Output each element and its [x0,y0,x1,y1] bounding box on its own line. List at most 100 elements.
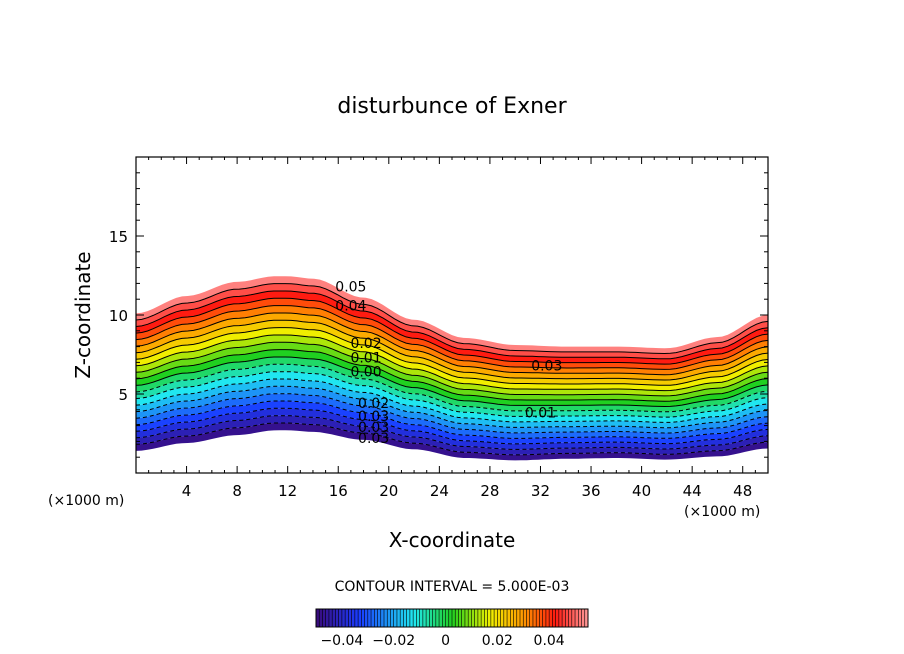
contour-band [136,423,768,461]
colorbar-cell [380,609,385,627]
x-tick-label: 40 [632,482,651,500]
contour-line [135,400,769,439]
colorbar-cell [565,609,569,627]
colorbar-cell [393,609,398,627]
colorbar-cell [429,609,433,627]
contour-band [136,335,768,396]
colorbar-cell [542,609,547,627]
x-tick-label: 16 [329,482,348,500]
contour-interval-text: CONTOUR INTERVAL = 5.000E-03 [335,579,570,595]
x-axis: 4 8 12 16 20 24 28 32 36 40 44 48 [148,157,756,500]
colorbar-cell [384,609,388,627]
colorbar-cell [419,609,424,627]
colorbar-cell [503,609,508,627]
colorbar-tick-label: 0 [441,633,450,649]
colorbar-cell [500,609,505,627]
contour-band [136,291,768,365]
colorbar-cell [461,609,466,627]
colorbar-tick-label: 0.04 [534,633,565,649]
colorbar-cell [338,609,343,627]
colorbar-cell [322,609,327,627]
colorbar-cell [452,609,456,627]
colorbar [315,608,589,628]
colorbar-cell [578,609,582,627]
contour-band [136,349,768,407]
colorbar-cell [474,609,479,627]
colorbar-cell [520,609,524,627]
contour-label-group: 0.050.040.020.010.00 0.030.010.020.030.03… [335,279,562,447]
colorbar-cell [523,609,527,627]
x-tick-label: 8 [232,482,242,500]
y-axis-label: Z-coordinate [71,251,95,378]
colorbar-cell [448,609,453,627]
colorbar-cell [571,609,576,627]
colorbar-cell [319,609,323,627]
contour-band [136,320,768,386]
colorbar-cell [358,609,362,627]
x-tick-label: 28 [480,482,499,500]
colorbar-cell [335,609,339,627]
colorbar-cell [507,609,511,627]
contour-line [135,356,769,408]
colorbar-cell [558,609,563,627]
x-tick-label: 12 [278,482,297,500]
colorbar-cell [484,609,488,627]
colorbar-cell [545,609,550,627]
colorbar-tick-labels: −0.04 −0.02 0 0.02 0.04 [320,633,564,649]
contour-line [135,371,769,418]
colorbar-cell [348,609,352,627]
colorbar-cell [387,609,391,627]
colorbar-tick-label: −0.02 [372,633,415,649]
contour-line [135,305,769,370]
colorbar-cell [552,609,556,627]
contour-label: 0.02 [350,336,381,352]
colorbar-cell [341,609,346,627]
contour-line [135,312,769,376]
colorbar-cell [471,609,475,627]
colorbar-cell [487,609,492,627]
colorbar-cell [345,609,349,627]
colorbar-cell [532,609,537,627]
chart-title: disturbunce of Exner [337,94,567,119]
contour-band [136,298,768,370]
contour-line [135,283,769,355]
colorbar-cell [403,609,407,627]
x-tick-label: 36 [581,482,600,500]
colorbar-cell [364,609,369,627]
contour-line-group [135,283,769,456]
colorbar-cell [374,609,378,627]
contour-line [135,363,769,413]
colorbar-cell [458,609,463,627]
colorbar-cell [422,609,427,627]
contour-label: 0.03 [531,358,562,374]
contour-label: 0.05 [335,279,366,295]
x-tick-label: 20 [379,482,398,500]
contour-label: 0.02 [358,396,389,412]
contour-label: 0.04 [335,298,366,314]
colorbar-cell [371,609,375,627]
contour-label: 0.01 [525,406,556,422]
colorbar-cell [354,609,359,627]
colorbar-cell [477,609,482,627]
contour-label: 0.03 [358,409,389,425]
contour-line [135,349,769,402]
colorbar-cell [549,609,553,627]
contour-line [135,407,769,445]
colorbar-cell [351,609,356,627]
contour-band [136,283,768,359]
colorbar-cell [494,609,498,627]
x-unit-left: (×1000 m) [48,493,124,509]
x-tick-label: 44 [683,482,702,500]
contour-label: 0.00 [350,365,381,381]
contour-label: 0.03 [358,420,389,436]
x-tick-label: 32 [531,482,550,500]
x-tick-label: 48 [733,482,752,500]
colorbar-cell [442,609,446,627]
colorbar-tick-label: −0.04 [320,633,363,649]
contour-line [135,297,769,365]
colorbar-cell [562,609,566,627]
colorbar-cell [377,609,382,627]
contour-band [136,313,768,380]
colorbar-cell [400,609,404,627]
contour-line [135,334,769,392]
